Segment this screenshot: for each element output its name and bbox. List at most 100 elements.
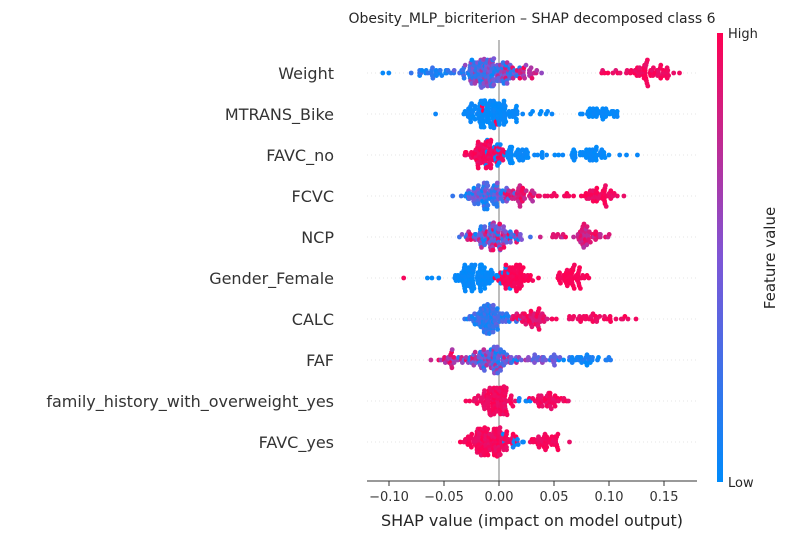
shap-point bbox=[624, 68, 630, 73]
shap-point bbox=[606, 232, 612, 237]
shap-point bbox=[520, 265, 526, 270]
shap-point bbox=[588, 239, 593, 245]
shap-point bbox=[608, 357, 613, 363]
x-tick-label: −0.10 bbox=[369, 490, 409, 505]
shap-point bbox=[501, 224, 506, 230]
shap-point bbox=[498, 368, 503, 373]
shap-point bbox=[537, 193, 542, 199]
shap-point bbox=[504, 412, 510, 418]
shap-point bbox=[485, 183, 491, 189]
shap-point bbox=[457, 439, 463, 445]
shap-point bbox=[563, 234, 568, 240]
shap-point bbox=[624, 152, 629, 158]
shap-point bbox=[569, 360, 575, 365]
shap-point bbox=[419, 68, 425, 73]
shap-point bbox=[501, 98, 507, 104]
shap-point bbox=[539, 155, 545, 161]
shap-point bbox=[523, 321, 529, 327]
shap-point bbox=[536, 327, 542, 332]
shap-point bbox=[425, 275, 430, 281]
shap-point bbox=[504, 239, 510, 245]
shap-point bbox=[486, 331, 492, 336]
shap-point bbox=[509, 144, 515, 150]
shap-point bbox=[386, 70, 392, 76]
shap-point bbox=[501, 245, 507, 250]
shap-point bbox=[482, 98, 488, 103]
shap-point bbox=[544, 152, 549, 158]
shap-point bbox=[475, 165, 481, 171]
colorbar-title: Feature value bbox=[761, 207, 779, 309]
shap-point bbox=[512, 398, 518, 404]
shap-point bbox=[593, 229, 599, 235]
shap-point bbox=[557, 270, 562, 276]
shap-point bbox=[593, 157, 599, 163]
shap-point bbox=[617, 70, 623, 76]
shap-point bbox=[508, 355, 514, 360]
shap-point bbox=[536, 306, 542, 311]
shap-point bbox=[586, 275, 592, 281]
shap-point bbox=[545, 109, 550, 114]
feature-label: NCP bbox=[301, 228, 334, 247]
shap-point bbox=[578, 286, 583, 291]
shap-point bbox=[430, 75, 436, 81]
shap-point bbox=[547, 390, 553, 396]
shap-point bbox=[472, 103, 478, 109]
shap-point bbox=[603, 183, 608, 189]
shap-point bbox=[503, 229, 509, 235]
shap-point bbox=[571, 193, 576, 199]
shap-point bbox=[590, 157, 595, 163]
shap-point bbox=[485, 202, 491, 208]
shap-point bbox=[549, 111, 555, 117]
shap-point bbox=[633, 316, 639, 322]
shap-point bbox=[572, 155, 578, 161]
shap-point bbox=[451, 68, 457, 73]
shap-point bbox=[519, 283, 524, 289]
shap-point bbox=[545, 193, 550, 199]
shap-point bbox=[504, 429, 510, 434]
shap-point bbox=[529, 324, 535, 330]
shap-point bbox=[605, 70, 611, 76]
shap-point bbox=[500, 157, 506, 163]
colorbar-low-label: Low bbox=[728, 476, 754, 491]
feature-label: family_history_with_overweight_yes bbox=[46, 392, 334, 412]
shap-point bbox=[498, 347, 503, 352]
shap-point bbox=[602, 70, 607, 76]
shap-point bbox=[488, 162, 494, 168]
shap-point bbox=[637, 65, 642, 71]
shap-point bbox=[451, 355, 457, 360]
shap-point bbox=[433, 111, 438, 117]
shap-point bbox=[515, 442, 521, 447]
shap-point bbox=[497, 221, 503, 227]
shap-point bbox=[494, 180, 500, 186]
x-tick-label: 0.10 bbox=[595, 490, 624, 505]
shap-point bbox=[529, 75, 535, 81]
shap-point bbox=[611, 109, 616, 114]
shap-point bbox=[531, 191, 537, 196]
x-axis-label: SHAP value (impact on model output) bbox=[381, 511, 683, 530]
shap-point bbox=[541, 314, 547, 319]
shap-point bbox=[467, 398, 473, 404]
shap-point bbox=[429, 275, 435, 281]
shap-point bbox=[471, 185, 477, 191]
shap-point bbox=[504, 447, 509, 453]
shap-point bbox=[471, 286, 477, 291]
shap-point bbox=[449, 365, 455, 371]
shap-point bbox=[521, 439, 526, 445]
shap-point bbox=[614, 109, 620, 114]
shap-point bbox=[504, 60, 510, 65]
shap-point bbox=[450, 193, 456, 199]
shap-point bbox=[555, 447, 561, 453]
shap-point bbox=[481, 347, 487, 352]
shap-point bbox=[571, 314, 577, 319]
shap-point bbox=[472, 116, 478, 122]
colorbar bbox=[717, 33, 723, 482]
shap-point bbox=[557, 355, 563, 360]
shap-point bbox=[645, 57, 650, 63]
shap-point bbox=[503, 119, 509, 125]
shap-point bbox=[597, 314, 603, 319]
shap-point bbox=[522, 75, 527, 81]
shap-point bbox=[496, 160, 502, 166]
feature-label: Gender_Female bbox=[209, 269, 334, 289]
shap-point bbox=[463, 150, 469, 155]
